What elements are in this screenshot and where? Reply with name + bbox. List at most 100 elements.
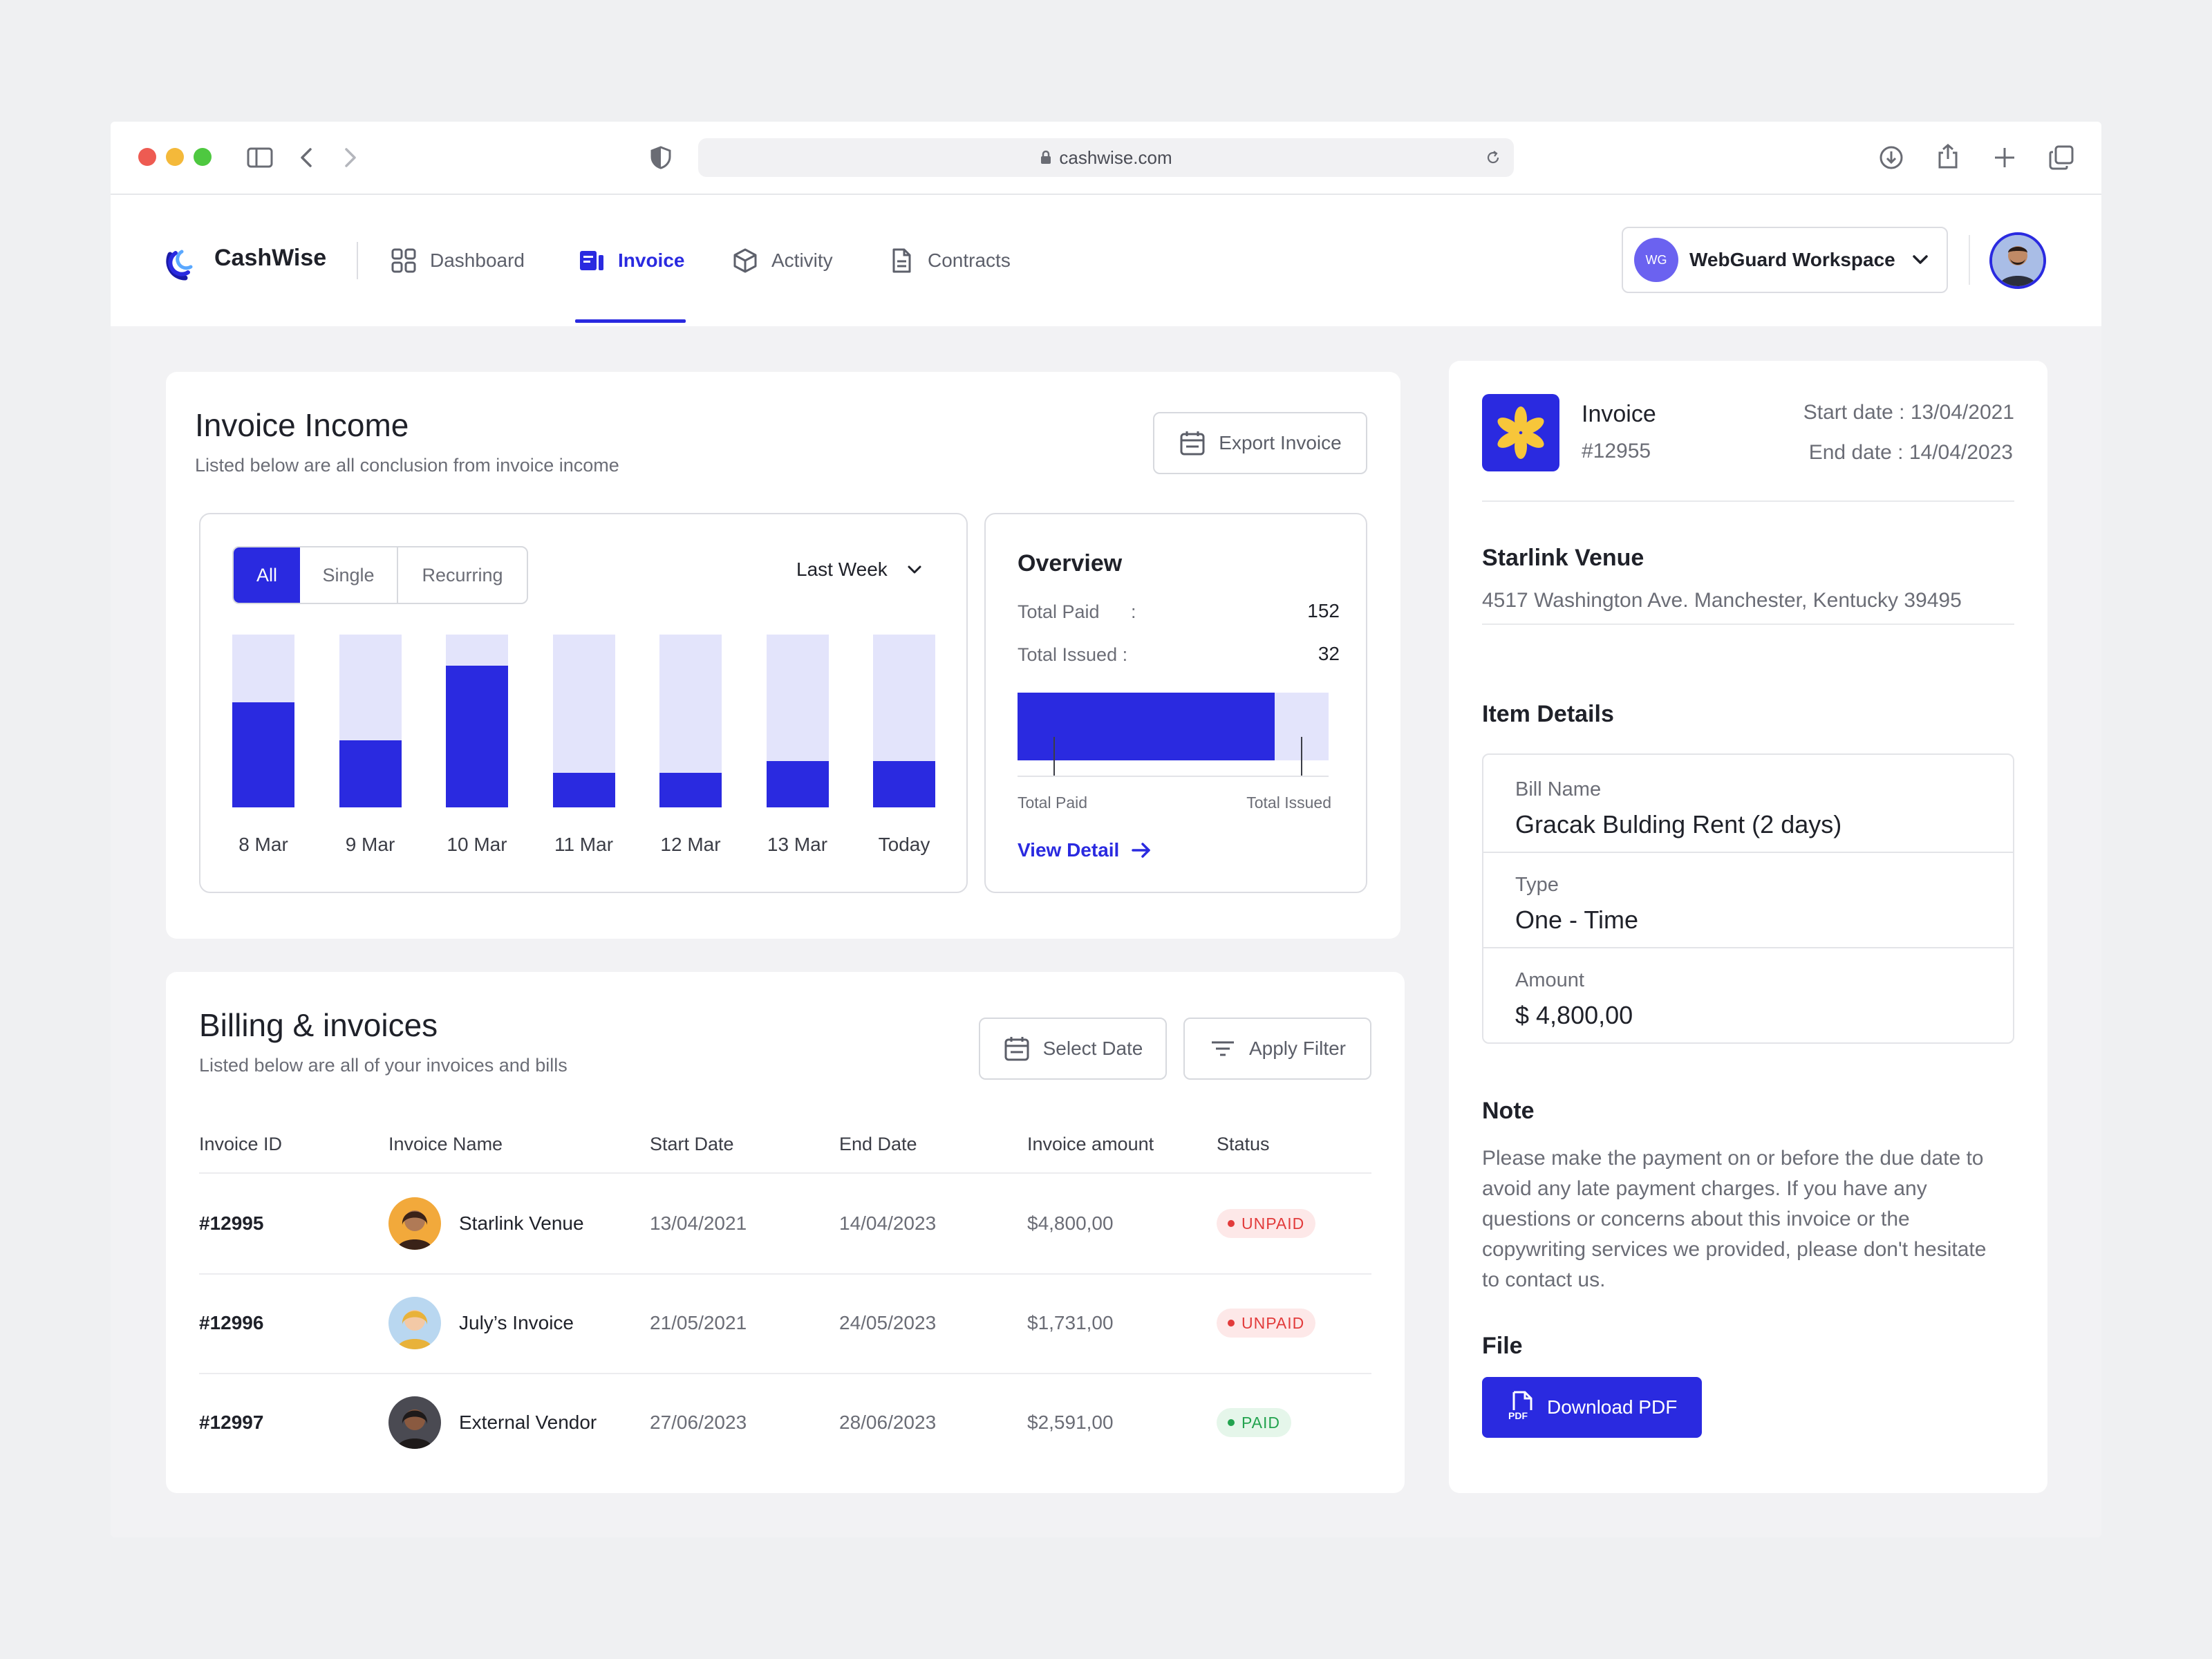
download-pdf-button[interactable]: PDF Download PDF xyxy=(1482,1377,1702,1438)
app-header: CashWise Dashboard Invoice Activity Cont… xyxy=(111,195,2101,326)
active-nav-indicator xyxy=(575,319,686,323)
invoice-amount: $2,591,00 xyxy=(1027,1412,1114,1433)
end-date: 14/04/2023 xyxy=(839,1212,937,1234)
status-dot xyxy=(1228,1220,1235,1227)
workspace-avatar: WG xyxy=(1634,238,1678,282)
invoice-id[interactable]: #12995 xyxy=(199,1212,264,1234)
sidebar-toggle-icon[interactable] xyxy=(246,144,274,171)
bill-name-value: Gracak Bulding Rent (2 days) xyxy=(1515,810,1842,838)
nav-label-contracts: Contracts xyxy=(928,250,1011,271)
filter-icon xyxy=(1211,1041,1234,1056)
maximize-window-button[interactable] xyxy=(194,148,212,166)
export-invoice-button[interactable]: Export Invoice xyxy=(1153,412,1367,474)
invoice-name[interactable]: July’s Invoice xyxy=(459,1312,574,1333)
billing-subtitle: Listed below are all of your invoices an… xyxy=(199,1055,568,1076)
x-tick-label: 12 Mar xyxy=(660,834,721,855)
invoice-type-tabs: All Single Recurring xyxy=(232,546,528,604)
minimize-window-button[interactable] xyxy=(166,148,184,166)
nav-item-dashboard[interactable]: Dashboard xyxy=(390,195,525,326)
reload-icon[interactable] xyxy=(1485,149,1501,166)
column-header-start-date[interactable]: Start Date xyxy=(650,1134,734,1154)
nav-item-activity[interactable]: Activity xyxy=(731,195,833,326)
invoice-table: #12995 Starlink Venue 13/04/2021 14/04/2023… xyxy=(166,972,1405,1493)
user-avatar[interactable] xyxy=(1989,232,2046,289)
nav-item-invoice[interactable]: Invoice xyxy=(578,195,684,326)
note-text: Please make the payment on or before the… xyxy=(1482,1147,1987,1291)
apply-filter-button[interactable]: Apply Filter xyxy=(1183,1018,1371,1080)
overview-panel: Overview Total Paid : 152 Total Issued :… xyxy=(984,513,1367,893)
row-divider xyxy=(199,1373,1371,1374)
share-icon[interactable] xyxy=(1934,142,1962,170)
x-tick-label: 11 Mar xyxy=(554,834,614,855)
tab-single[interactable]: Single xyxy=(300,547,398,603)
workspace-selector[interactable]: WG WebGuard Workspace xyxy=(1622,227,1948,293)
item-details-box: Bill Name Gracak Bulding Rent (2 days) T… xyxy=(1482,753,2014,1044)
forward-icon[interactable] xyxy=(336,144,364,171)
billing-card: Billing & invoices Listed below are all … xyxy=(166,972,1405,1493)
status-dot xyxy=(1228,1320,1235,1327)
column-header-invoice-name[interactable]: Invoice Name xyxy=(388,1134,503,1154)
invoice-id[interactable]: #12996 xyxy=(199,1312,264,1333)
cashwise-logo-icon[interactable] xyxy=(165,241,206,282)
tabs-overview-icon[interactable] xyxy=(2047,144,2075,171)
invoice-income-card: Invoice Income Listed below are all conc… xyxy=(166,372,1400,939)
column-header-end-date[interactable]: End Date xyxy=(839,1134,917,1154)
download-icon[interactable] xyxy=(1877,144,1905,171)
bar[interactable] xyxy=(659,773,722,807)
period-dropdown[interactable]: Last Week xyxy=(796,559,925,581)
end-date: 28/06/2023 xyxy=(839,1412,937,1433)
new-tab-icon[interactable] xyxy=(1991,144,2018,171)
calendar-icon xyxy=(1004,1037,1029,1061)
status-label: UNPAID xyxy=(1241,1214,1305,1232)
invoice-amount: $1,731,00 xyxy=(1027,1312,1114,1333)
view-detail-label: View Detail xyxy=(1018,839,1120,861)
view-detail-link[interactable]: View Detail xyxy=(1018,839,1152,861)
pdf-file-icon: PDF xyxy=(1508,1391,1536,1424)
bar[interactable] xyxy=(552,773,615,807)
bill-name-label: Bill Name xyxy=(1515,778,1602,800)
income-chart-panel: All Single Recurring Last Week 8 Mar 9 Ma… xyxy=(199,513,968,893)
status-badge: PAID xyxy=(1217,1408,1291,1437)
bar[interactable] xyxy=(339,740,402,807)
tab-all[interactable]: All xyxy=(234,547,300,603)
period-label: Last Week xyxy=(796,559,888,580)
select-date-button[interactable]: Select Date xyxy=(979,1018,1167,1080)
browser-window: cashwise.com CashWise Dashboard xyxy=(111,122,2101,1537)
venue-name: Starlink Venue xyxy=(1482,545,1644,571)
pdf-tag: PDF xyxy=(1508,1410,1528,1421)
address-bar[interactable]: cashwise.com xyxy=(698,138,1514,177)
nav-label-dashboard: Dashboard xyxy=(430,250,525,271)
avatar xyxy=(388,1396,441,1449)
invoice-name[interactable]: Starlink Venue xyxy=(459,1212,584,1234)
income-bar-chart: 8 Mar 9 Mar 10 Mar 11 Mar 12 Mar 13 Mar Today xyxy=(200,514,969,894)
column-header-status[interactable]: Status xyxy=(1217,1134,1270,1154)
status-badge: UNPAID xyxy=(1217,1309,1316,1338)
column-header-invoice-id[interactable]: Invoice ID xyxy=(199,1134,283,1154)
bar[interactable] xyxy=(873,760,935,807)
bar[interactable] xyxy=(766,760,829,807)
close-window-button[interactable] xyxy=(138,148,156,166)
nav-item-contracts[interactable]: Contracts xyxy=(888,195,1011,326)
invoice-id[interactable]: #12997 xyxy=(199,1412,264,1433)
document-icon xyxy=(888,247,915,274)
total-paid-label: Total Paid xyxy=(1018,601,1100,622)
shield-icon[interactable] xyxy=(647,144,675,171)
detail-title: Invoice xyxy=(1582,401,1656,427)
item-details-title: Item Details xyxy=(1482,701,1614,727)
total-issued-label: Total Issued : xyxy=(1018,644,1128,665)
back-icon[interactable] xyxy=(293,144,321,171)
header-divider xyxy=(199,1172,1371,1174)
bar-right-label: Total Issued xyxy=(1246,794,1331,812)
bar[interactable] xyxy=(446,666,508,807)
tab-recurring[interactable]: Recurring xyxy=(422,564,503,585)
chevron-down-icon xyxy=(908,565,921,574)
invoice-icon xyxy=(578,247,606,274)
bar[interactable] xyxy=(232,702,294,807)
column-header-invoice-amount[interactable]: Invoice amount xyxy=(1027,1134,1154,1154)
x-tick-label: Today xyxy=(878,834,930,855)
cube-icon xyxy=(731,247,759,274)
invoice-name[interactable]: External Vendor xyxy=(459,1412,597,1433)
workspace-name: WebGuard Workspace xyxy=(1689,249,1895,270)
divider xyxy=(1482,624,2014,625)
issued-marker xyxy=(1301,737,1302,776)
